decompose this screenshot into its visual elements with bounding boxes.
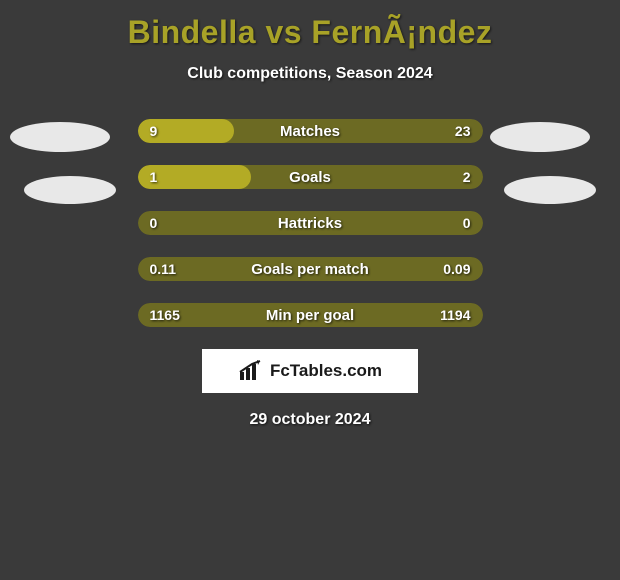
stat-label: Goals xyxy=(138,165,483,189)
stat-right-value: 1194 xyxy=(440,303,470,327)
stat-row: 9Matches23 xyxy=(138,119,483,143)
left-avatar-ellipse xyxy=(24,176,116,204)
stat-right-value: 2 xyxy=(463,165,471,189)
brand-badge: FcTables.com xyxy=(202,349,418,393)
stat-row: 0Hattricks0 xyxy=(138,211,483,235)
stat-right-value: 0.09 xyxy=(443,257,470,281)
right-avatar-ellipse xyxy=(504,176,596,204)
stat-row: 0.11Goals per match0.09 xyxy=(138,257,483,281)
left-avatar-ellipse xyxy=(10,122,110,152)
stat-label: Goals per match xyxy=(138,257,483,281)
player2-name: FernÃ¡ndez xyxy=(311,14,492,50)
stat-right-value: 23 xyxy=(455,119,471,143)
chart-icon xyxy=(238,360,264,382)
vs-text: vs xyxy=(256,14,311,50)
subtitle: Club competitions, Season 2024 xyxy=(0,65,620,83)
page-title: Bindella vs FernÃ¡ndez xyxy=(0,0,620,51)
right-avatar-ellipse xyxy=(490,122,590,152)
date-text: 29 october 2024 xyxy=(0,411,620,429)
stat-label: Min per goal xyxy=(138,303,483,327)
stat-label: Hattricks xyxy=(138,211,483,235)
stat-right-value: 0 xyxy=(463,211,471,235)
brand-text: FcTables.com xyxy=(270,361,382,381)
stat-row: 1Goals2 xyxy=(138,165,483,189)
stat-row: 1165Min per goal1194 xyxy=(138,303,483,327)
stats-container: 9Matches23 1Goals2 0Hattricks0 0.11Goals pe… xyxy=(138,119,483,327)
player1-name: Bindella xyxy=(128,14,256,50)
stat-label: Matches xyxy=(138,119,483,143)
